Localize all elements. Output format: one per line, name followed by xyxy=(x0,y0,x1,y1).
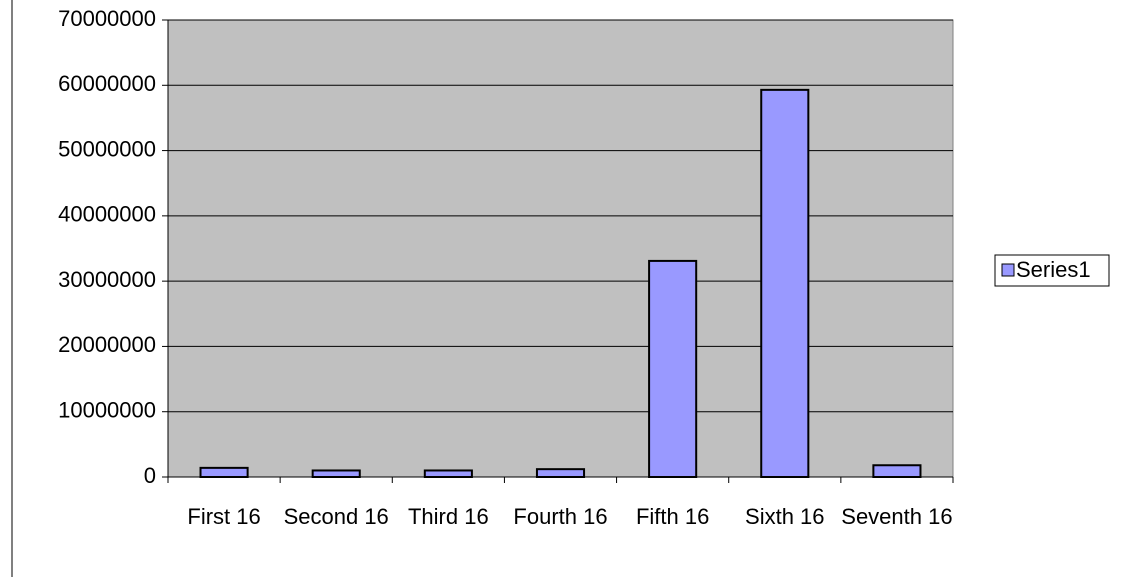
y-tick-label: 60000000 xyxy=(58,71,156,96)
legend-label: Series1 xyxy=(1016,257,1091,282)
x-tick-label: Seventh 16 xyxy=(841,504,953,529)
y-tick-label: 70000000 xyxy=(58,6,156,31)
bar xyxy=(872,464,922,478)
y-tick-label: 30000000 xyxy=(58,267,156,292)
x-tick-label: Third 16 xyxy=(407,504,489,529)
bar xyxy=(311,469,361,479)
y-tick-label: 40000000 xyxy=(58,202,156,227)
bar xyxy=(535,468,586,478)
x-tick-label: Fourth 16 xyxy=(513,504,608,529)
y-tick-label: 50000000 xyxy=(58,136,156,161)
bar xyxy=(199,466,249,478)
plot-area xyxy=(167,19,954,478)
x-tick-label: Sixth 16 xyxy=(745,504,825,529)
y-tick-label: 0 xyxy=(144,463,156,488)
y-tick-label: 10000000 xyxy=(58,398,156,423)
bar xyxy=(648,259,698,479)
legend-swatch xyxy=(1001,263,1015,277)
x-tick-label: Second 16 xyxy=(283,504,389,529)
x-tick-label: First 16 xyxy=(187,504,261,529)
x-tick-label: Fifth 16 xyxy=(635,504,710,529)
y-tick-label: 20000000 xyxy=(58,332,156,357)
bar xyxy=(760,88,810,478)
bar xyxy=(423,469,473,479)
